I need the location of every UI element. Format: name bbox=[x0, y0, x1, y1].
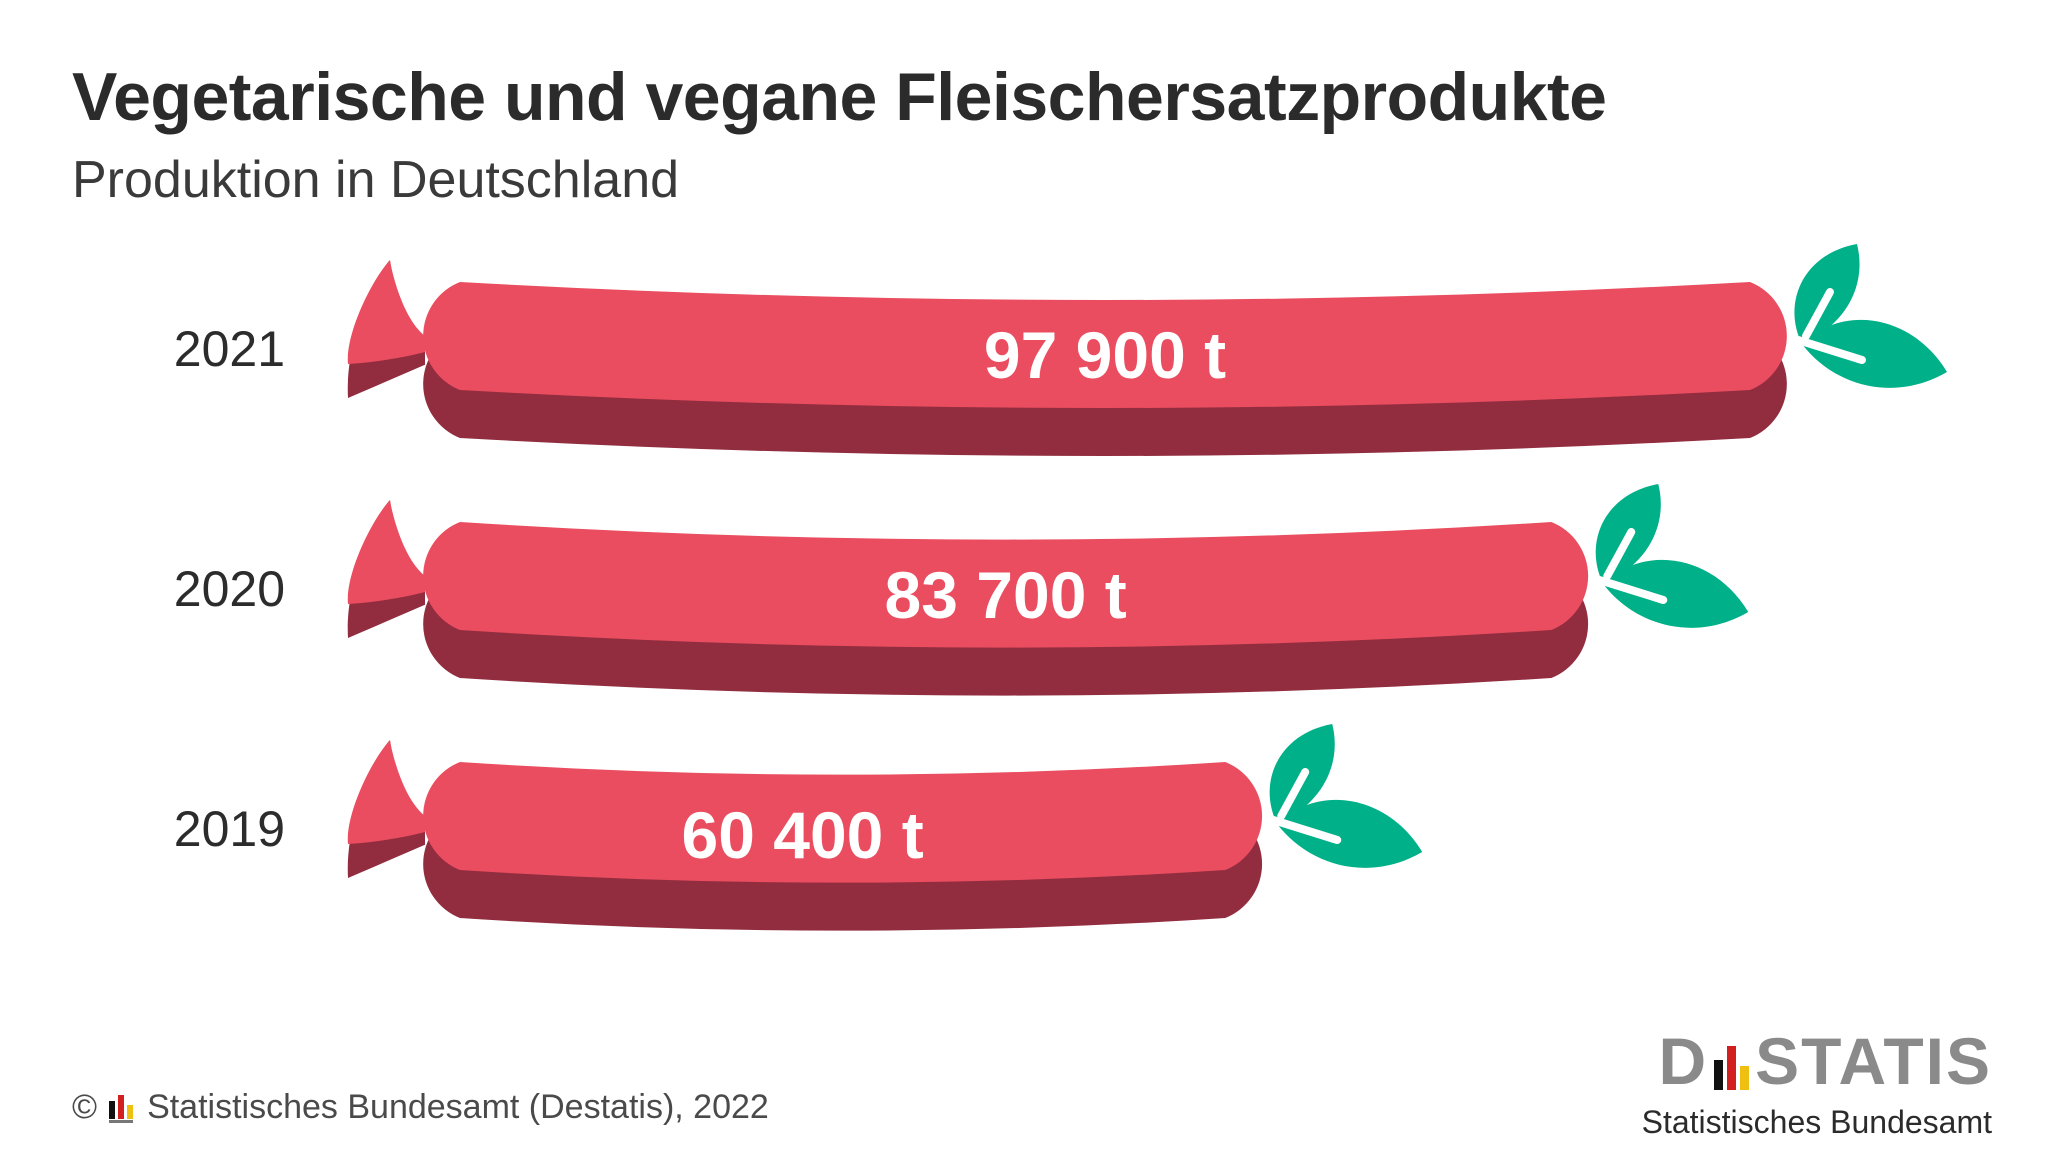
leaf-stem bbox=[1794, 336, 1866, 364]
wordmark-left: D bbox=[1658, 1024, 1709, 1098]
sausage-knot bbox=[347, 740, 425, 844]
leaf-vein bbox=[1277, 768, 1310, 820]
leaf-vein bbox=[1802, 288, 1834, 340]
destatis-mini-logo-icon bbox=[109, 1093, 134, 1123]
sausage-knot bbox=[347, 260, 425, 364]
sausage-body-2019 bbox=[423, 762, 1263, 883]
leaf-bottom-icon bbox=[1277, 799, 1423, 868]
wordmark-right: STATIS bbox=[1755, 1024, 1992, 1098]
copyright-symbol: © bbox=[72, 1088, 98, 1126]
chart-title: Vegetarische und vegane Fleischersatzpro… bbox=[72, 59, 1607, 135]
leaf-stem bbox=[1595, 576, 1668, 604]
leaf-vein bbox=[1603, 528, 1636, 580]
destatis-logo: D STATIS Statistisches Bundesamt bbox=[1642, 1028, 1992, 1141]
leaf-bottom-icon bbox=[1802, 319, 1947, 388]
year-label-2020: 2020 bbox=[174, 561, 285, 617]
destatis-bars-icon bbox=[1714, 1046, 1750, 1090]
sausage-bar-2021: 2021 97 900 t bbox=[174, 244, 1947, 456]
destatis-subline: Statistisches Bundesamt bbox=[1641, 1104, 1992, 1140]
sausage-body-2021 bbox=[423, 282, 1787, 408]
leaf-stem bbox=[1269, 816, 1342, 844]
sausage-bar-chart: 2021 97 900 t 2020 83 700 t 2019 60 400 t bbox=[174, 244, 1947, 931]
chart-subtitle: Produktion in Deutschland bbox=[72, 151, 680, 209]
sausage-body-2020 bbox=[423, 522, 1589, 648]
destatis-wordmark: D STATIS bbox=[1642, 1028, 1992, 1094]
sausage-knot bbox=[347, 500, 425, 604]
sausage-bar-2020: 2020 83 700 t bbox=[174, 484, 1749, 696]
value-label-2019: 60 400 t bbox=[682, 798, 924, 872]
year-label-2019: 2019 bbox=[174, 801, 285, 857]
leaf-bottom-icon bbox=[1603, 559, 1749, 628]
value-label-2020: 83 700 t bbox=[885, 558, 1127, 632]
year-label-2021: 2021 bbox=[174, 321, 285, 377]
sausage-bar-2019: 2019 60 400 t bbox=[174, 724, 1423, 931]
value-label-2021: 97 900 t bbox=[984, 318, 1226, 392]
source-footer: © Statistisches Bundesamt (Destatis), 20… bbox=[72, 1088, 769, 1127]
source-text: Statistisches Bundesamt (Destatis), 2022 bbox=[147, 1088, 769, 1126]
